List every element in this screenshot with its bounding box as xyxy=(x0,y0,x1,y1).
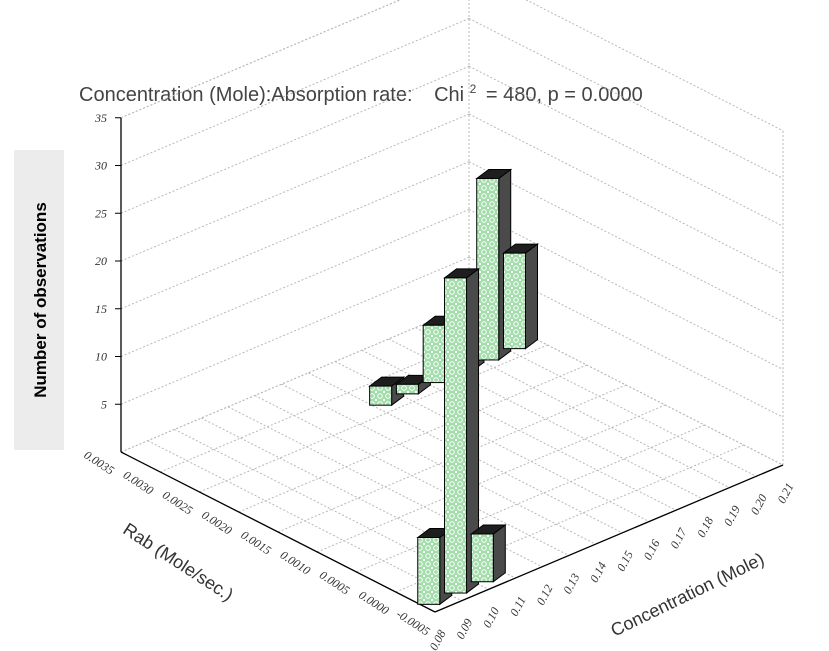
y-tick-label: 15 xyxy=(95,302,107,316)
grid-line xyxy=(468,113,784,275)
grid-line xyxy=(361,349,677,511)
bar-front xyxy=(369,385,393,406)
grid-line xyxy=(468,18,784,179)
grid-line xyxy=(147,440,462,602)
grid-line xyxy=(199,344,548,493)
x-tick-label: 0.0030 xyxy=(121,468,156,498)
grid-line xyxy=(317,404,666,553)
x-tick-label: 0.0005 xyxy=(317,568,352,598)
y-tick-label: 25 xyxy=(95,206,107,220)
y-tick-label: 5 xyxy=(101,397,107,411)
title-main: Concentration (Mole):Absorption rate: xyxy=(79,84,413,106)
z-tick-label: 0.13 xyxy=(560,571,582,596)
z-tick-label: 0.14 xyxy=(587,560,609,585)
z-ticks: 0.08 0.09 0.10 0.11 0.12 0.13 0.14 0.15 0.16 0.17… xyxy=(426,481,796,651)
bar-front xyxy=(470,533,494,583)
grid-line xyxy=(160,324,509,473)
z-tick-label: 0.21 xyxy=(774,481,796,506)
title-chi: Chi xyxy=(434,84,464,106)
grid xyxy=(120,0,784,613)
grid-line xyxy=(120,256,470,405)
grid-line xyxy=(468,256,784,418)
grid-line xyxy=(120,161,470,310)
bar xyxy=(469,523,507,583)
grid-line xyxy=(120,304,470,453)
bar-front xyxy=(417,536,441,605)
grid-line xyxy=(120,113,470,262)
z-tick-label: 0.10 xyxy=(480,605,502,630)
grid-line xyxy=(525,0,784,132)
bar-front xyxy=(395,383,419,395)
bar-front xyxy=(502,252,526,350)
grid-line xyxy=(120,65,470,214)
grid-line xyxy=(334,361,650,522)
x-tick-label: 0.0020 xyxy=(199,508,234,538)
z-tick-label: 0.19 xyxy=(721,503,743,528)
x-tick-label: -0.0005 xyxy=(394,607,433,639)
x-tick-label: 0.0035 xyxy=(82,448,117,478)
y-axis-label: Number of observations xyxy=(31,202,50,398)
bar-side xyxy=(492,523,506,583)
grid-line xyxy=(120,0,402,119)
x-axis-line xyxy=(120,451,436,613)
z-tick-label: 0.18 xyxy=(694,514,716,539)
bars xyxy=(368,168,539,606)
grid-line xyxy=(254,395,570,556)
z-tick-label: 0.16 xyxy=(641,537,663,562)
grid-line xyxy=(395,444,744,593)
grid-line xyxy=(468,65,784,227)
grid-line xyxy=(120,18,470,166)
grid-line xyxy=(281,383,596,545)
bar-front xyxy=(444,277,468,594)
grid-line xyxy=(468,209,784,370)
axes xyxy=(120,118,784,613)
title-chi-superscript: 2 xyxy=(470,82,477,96)
grid-line xyxy=(120,209,470,357)
bar-side xyxy=(524,243,538,350)
y-tick-label: 20 xyxy=(95,254,107,268)
z-tick-label: 0.09 xyxy=(453,616,475,641)
z-tick-label: 0.15 xyxy=(614,548,636,573)
z-tick-label: 0.11 xyxy=(507,594,529,618)
z-tick-label: 0.20 xyxy=(748,492,770,517)
bar xyxy=(443,267,481,595)
z-tick-label: 0.17 xyxy=(667,525,690,551)
grid-line xyxy=(442,315,757,477)
x-tick-label: 0.0015 xyxy=(239,528,274,558)
x-tick-label: 0.0010 xyxy=(278,548,313,578)
grid-line xyxy=(468,304,784,466)
bar xyxy=(501,243,539,350)
x-tick-label: 0.0000 xyxy=(356,588,391,618)
ylabel-box xyxy=(14,150,64,450)
grid-line xyxy=(388,338,703,500)
z-axis-line xyxy=(434,464,784,613)
y-ticks: 5 10 15 20 25 30 35 xyxy=(94,111,121,411)
grid-line xyxy=(238,364,587,513)
grid-line xyxy=(468,161,784,323)
bar-front xyxy=(422,324,446,384)
y-tick-label: 35 xyxy=(94,111,107,125)
y-tick-label: 10 xyxy=(95,350,107,364)
grid-line xyxy=(356,424,705,573)
x-tick-label: 0.0025 xyxy=(160,488,195,518)
z-tick-label: 0.12 xyxy=(533,582,555,607)
title-stat: = 480, p = 0.0000 xyxy=(486,84,643,106)
y-tick-label: 30 xyxy=(94,159,107,173)
chart-title: Concentration (Mole):Absorption rate: Ch… xyxy=(79,76,643,106)
grid-line xyxy=(415,327,730,489)
bar-front xyxy=(476,178,500,361)
